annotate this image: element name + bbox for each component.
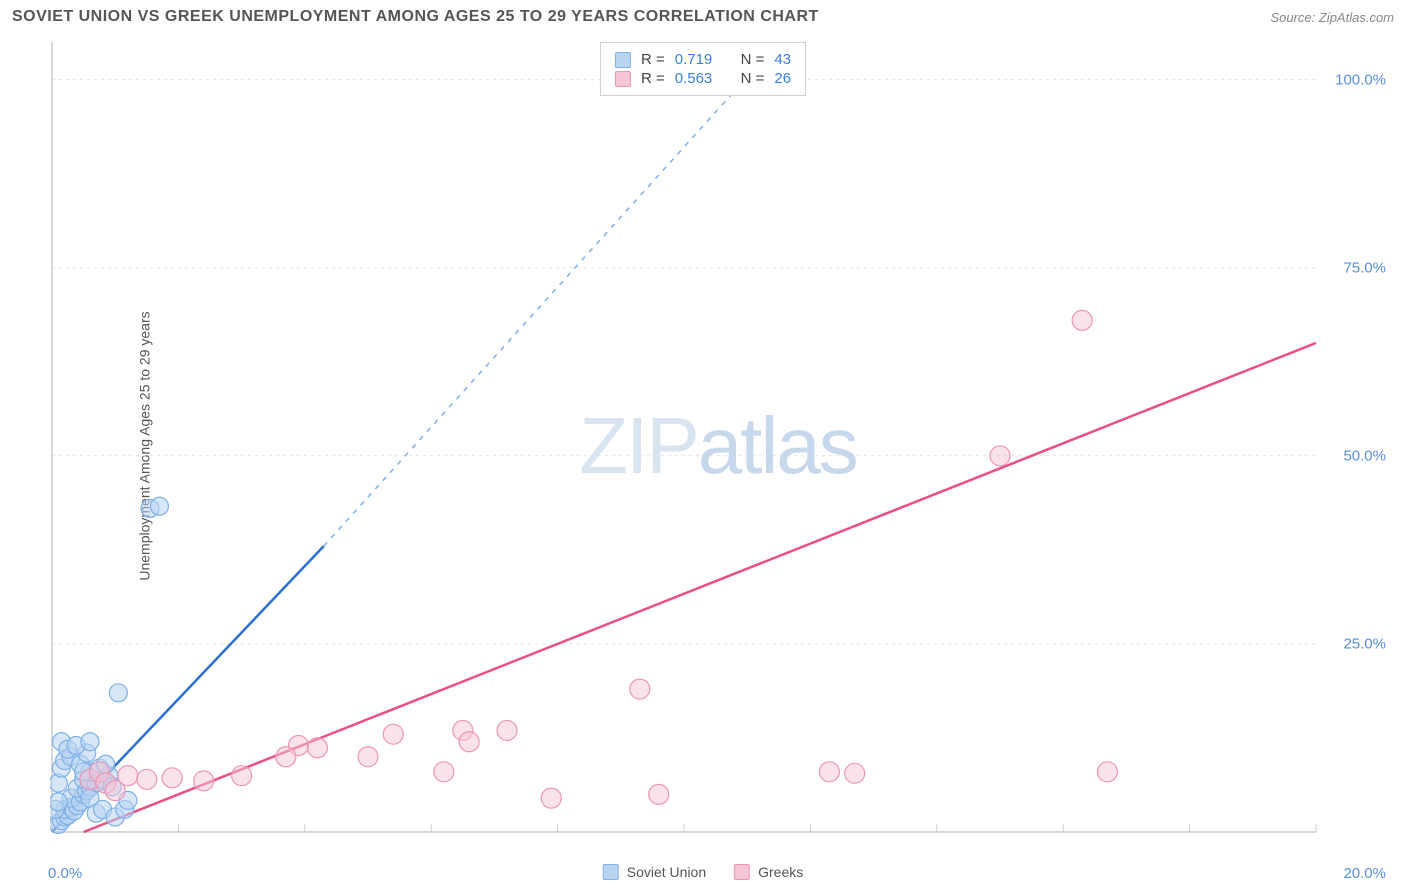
y-tick-label: 50.0% [1343,447,1386,464]
n-label: N = [741,51,765,68]
chart-title: SOVIET UNION VS GREEK UNEMPLOYMENT AMONG… [12,8,819,26]
legend-swatch [734,864,750,880]
source-label: Source: ZipAtlas.com [1270,10,1394,25]
n-value: 26 [774,70,791,87]
legend-correlation-row: R = 0.719 N = 43 [615,51,791,68]
legend-correlation-row: R = 0.563 N = 26 [615,70,791,87]
legend-series-label: Soviet Union [627,864,706,880]
r-value: 0.719 [675,51,713,68]
legend-series-item: Greeks [734,864,803,880]
chart-svg [50,40,1386,852]
r-label: R = [641,51,665,68]
y-tick-label: 25.0% [1343,635,1386,652]
legend-swatch [615,52,631,68]
legend-series-item: Soviet Union [603,864,706,880]
legend-series: Soviet Union Greeks [603,864,804,880]
y-tick-label: 100.0% [1335,71,1386,88]
r-value: 0.563 [675,70,713,87]
legend-swatch [603,864,619,880]
n-label: N = [741,70,765,87]
legend-correlation: R = 0.719 N = 43 R = 0.563 N = 26 [600,42,806,96]
y-tick-label: 75.0% [1343,259,1386,276]
x-end-label: 20.0% [1343,865,1386,882]
n-value: 43 [774,51,791,68]
chart-plot-area: ZIPatlas 25.0%50.0%75.0%100.0% [50,40,1386,852]
r-label: R = [641,70,665,87]
legend-swatch [615,71,631,87]
x-origin-label: 0.0% [48,865,82,882]
legend-series-label: Greeks [758,864,803,880]
